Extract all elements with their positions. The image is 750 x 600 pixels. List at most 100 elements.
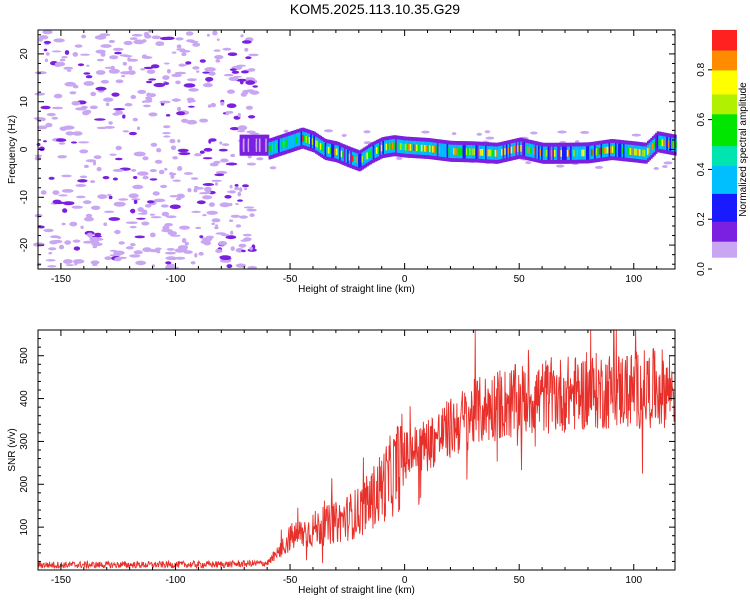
spectrogram-track-cell — [627, 147, 631, 155]
spectrogram-cell — [71, 101, 81, 106]
snr-xlabel: Height of straight line (km) — [298, 585, 415, 596]
spectrogram-track-cell — [393, 142, 396, 150]
spectrogram-cell — [227, 89, 235, 94]
spectrogram-cell — [193, 188, 198, 193]
spectrogram-track-cell — [266, 141, 270, 149]
spectrogram-cell — [236, 64, 246, 67]
spectrogram-cell — [62, 201, 75, 206]
spectrogram-track-cell — [645, 149, 648, 157]
spectrogram-track-cell — [388, 143, 392, 150]
spectrogram-cell — [242, 184, 249, 188]
spectrogram-cell — [129, 37, 138, 40]
spectrogram-cell — [151, 35, 161, 40]
spectrogram-track-cell — [533, 147, 536, 155]
spectrogram-cell — [97, 194, 108, 200]
spectrogram-cell — [185, 31, 194, 36]
spectrogram-track-cell — [536, 148, 539, 156]
spectrogram-track-cell — [512, 146, 515, 153]
spectrogram-track-cell — [619, 147, 623, 154]
spectrogram-cell — [199, 235, 204, 239]
spectrogram-cell — [36, 142, 41, 147]
spectrogram-cell — [164, 251, 177, 255]
spectrogram-cell — [222, 143, 230, 147]
spectrogram-track-cell — [563, 150, 566, 157]
spectrogram-cell — [165, 261, 172, 265]
colorbar-segment — [712, 49, 737, 55]
spectrogram-cell — [43, 48, 48, 52]
spectrogram-cell — [90, 180, 96, 184]
spectrogram-cell — [146, 80, 153, 84]
colorbar-segment — [712, 30, 737, 35]
spectrogram-cell — [172, 179, 181, 182]
spectrogram-track-cell — [268, 145, 271, 153]
spectrogram-track-cell — [464, 148, 467, 156]
spectrogram-track-cell — [281, 141, 284, 149]
spectrogram-cell — [130, 209, 134, 213]
spectrogram-xtick-label: -100 — [165, 274, 185, 285]
spectrogram-cell — [225, 162, 238, 166]
spectrogram-track-cell — [637, 149, 640, 156]
spectrogram-cell — [40, 105, 51, 110]
spectrogram-track-cell — [642, 149, 645, 157]
spectrogram-cell — [242, 89, 249, 95]
spectrogram-track-cell — [666, 140, 669, 147]
spectrogram-cell — [99, 33, 111, 37]
snr-ytick-label: 500 — [19, 347, 30, 364]
spectrogram-cell — [162, 75, 170, 80]
spectrogram-cell — [77, 179, 88, 183]
spectrogram-cell — [44, 31, 49, 35]
colorbar-segment — [712, 117, 737, 123]
spectrogram-cell — [396, 156, 403, 160]
spectrogram-cell — [86, 232, 93, 238]
spectrogram-cell — [64, 240, 72, 245]
spectrogram-cell — [129, 225, 137, 229]
spectrogram-cell — [128, 65, 133, 71]
spectrogram-cell — [114, 51, 122, 55]
spectrogram-cell — [102, 176, 110, 180]
spectrogram-track-cell — [302, 134, 305, 142]
colorbar-segment — [712, 137, 737, 143]
spectrogram-cell — [51, 116, 59, 120]
spectrogram-cell — [91, 205, 101, 210]
spectrogram-cell — [109, 55, 119, 60]
spectrogram-cell — [240, 80, 244, 85]
spectrogram-cell — [179, 49, 191, 53]
spectrogram-track-cell — [574, 149, 578, 157]
spectrogram-cell — [149, 169, 157, 173]
spectrogram-track-cell — [648, 146, 651, 154]
spectrogram-track-cell — [530, 147, 533, 154]
spectrogram-cell — [129, 254, 141, 258]
spectrogram-cell — [246, 162, 256, 166]
colorbar-segment — [712, 105, 737, 111]
spectrogram-cell — [238, 243, 247, 248]
colorbar-segment — [712, 265, 737, 270]
colorbar-segment — [712, 209, 737, 214]
spectrogram-cell — [74, 44, 83, 48]
spectrogram-cell — [237, 112, 241, 118]
spectrogram-cell — [112, 47, 124, 52]
colorbar-segment — [712, 109, 737, 115]
spectrogram-cell — [96, 58, 104, 62]
spectrogram-cell — [54, 61, 66, 67]
spectrogram-cell — [75, 107, 87, 111]
spectrogram-cell — [95, 49, 106, 54]
snr-xtick-label: 100 — [625, 575, 642, 586]
spectrogram-track-cell — [372, 148, 376, 156]
spectrogram-ytick-label: 20 — [19, 48, 30, 60]
colorbar-segment — [712, 93, 737, 99]
spectrogram-cell — [234, 184, 239, 187]
spectrogram-cell — [161, 211, 170, 217]
spectrogram-cell — [90, 91, 97, 97]
colorbar-segment — [712, 97, 737, 103]
snr-xtick-label: -50 — [283, 575, 298, 586]
spectrogram-cell — [196, 70, 200, 73]
colorbar-segment — [712, 101, 737, 107]
spectrogram-track-cell — [497, 149, 501, 157]
spectrogram-cell — [115, 79, 124, 84]
colorbar-segment — [712, 145, 737, 151]
spectrogram-track-cell — [385, 143, 388, 151]
snr-ytick-label: 200 — [19, 476, 30, 493]
spectrogram-cell — [202, 183, 215, 186]
spectrogram-cell — [237, 125, 248, 131]
